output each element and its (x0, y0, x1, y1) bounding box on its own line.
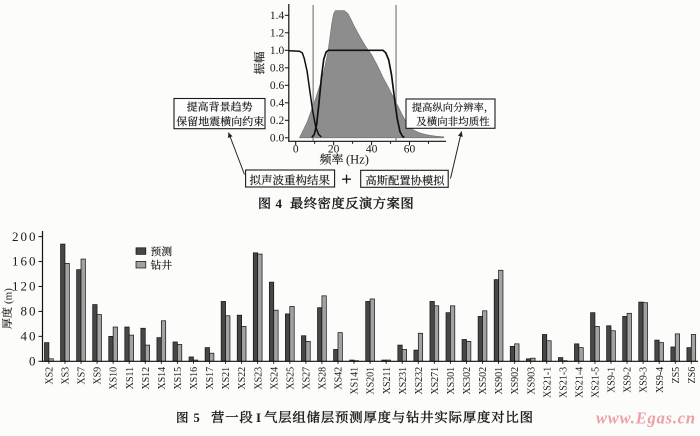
svg-text:XS9-4: XS9-4 (655, 367, 666, 393)
svg-text:ZS5: ZS5 (671, 367, 682, 384)
svg-text:0.2: 0.2 (270, 115, 285, 127)
svg-text:XS9-1: XS9-1 (607, 367, 618, 393)
svg-text:XS16: XS16 (189, 367, 200, 390)
svg-text:0.4: 0.4 (270, 98, 285, 110)
svg-text:+: + (341, 170, 352, 191)
svg-text:XS17: XS17 (205, 367, 216, 390)
svg-text:XS903: XS903 (526, 367, 537, 395)
svg-text:XS22: XS22 (237, 367, 248, 390)
svg-text:XS901: XS901 (494, 367, 505, 395)
svg-text:200: 200 (12, 229, 38, 244)
svg-text:40: 40 (21, 329, 38, 344)
svg-text:XS21: XS21 (221, 367, 232, 390)
svg-text:XS232: XS232 (414, 367, 425, 395)
svg-text:XS211: XS211 (382, 367, 393, 394)
svg-text:XS2: XS2 (45, 367, 56, 385)
svg-text:0.8: 0.8 (270, 63, 285, 75)
svg-text:1.2: 1.2 (270, 28, 285, 40)
svg-text:XS302: XS302 (462, 367, 473, 395)
svg-text:XS14: XS14 (157, 367, 168, 390)
svg-text:1.0: 1.0 (270, 45, 285, 57)
svg-text:ZS6: ZS6 (687, 367, 698, 384)
svg-text:XS502: XS502 (478, 367, 489, 395)
svg-text:20: 20 (328, 143, 340, 155)
svg-text:(Hz): (Hz) (346, 153, 369, 167)
svg-text:XS3: XS3 (61, 367, 72, 385)
svg-text:XS24: XS24 (269, 367, 280, 390)
svg-text:120: 120 (12, 279, 38, 294)
svg-text:0.6: 0.6 (270, 80, 285, 92)
svg-text:4: 4 (276, 196, 283, 211)
svg-text:XS12: XS12 (141, 367, 152, 390)
svg-text:XS271: XS271 (430, 367, 441, 395)
svg-text:XS21-1: XS21-1 (542, 367, 553, 398)
svg-text:0: 0 (293, 143, 299, 155)
svg-text:0.0: 0.0 (270, 133, 285, 145)
svg-text:XS301: XS301 (446, 367, 457, 395)
svg-text:XS201: XS201 (366, 367, 377, 395)
svg-text:XS9-3: XS9-3 (639, 367, 650, 393)
svg-text:XS15: XS15 (173, 367, 184, 390)
svg-text:XS28: XS28 (318, 367, 329, 390)
svg-text:XS9: XS9 (93, 367, 104, 385)
svg-text:XS902: XS902 (510, 367, 521, 395)
svg-text:40: 40 (366, 143, 378, 155)
svg-text:XS27: XS27 (301, 367, 312, 390)
svg-text:XS141: XS141 (350, 367, 361, 395)
svg-text:XS9-2: XS9-2 (623, 367, 634, 393)
svg-text:XS7: XS7 (77, 367, 88, 385)
svg-text:XS21-5: XS21-5 (591, 367, 602, 398)
svg-text:I: I (256, 410, 261, 425)
svg-text:XS25: XS25 (285, 367, 296, 390)
svg-text:XS10: XS10 (109, 367, 120, 390)
svg-text:www.Egas.cn: www.Egas.cn (596, 409, 696, 428)
svg-text:XS23: XS23 (253, 367, 264, 390)
svg-text:XS42: XS42 (334, 367, 345, 390)
svg-text:160: 160 (12, 254, 38, 269)
svg-text:(m): (m) (3, 288, 15, 304)
svg-text:1.4: 1.4 (270, 10, 285, 22)
svg-text:XS21-3: XS21-3 (558, 367, 569, 398)
svg-text:XS231: XS231 (398, 367, 409, 395)
svg-text:5: 5 (194, 411, 200, 425)
svg-text:XS21-4: XS21-4 (574, 367, 585, 398)
svg-text:80: 80 (21, 304, 38, 319)
svg-text:60: 60 (404, 143, 416, 155)
svg-text:0: 0 (29, 354, 38, 369)
svg-text:XS11: XS11 (125, 367, 136, 389)
